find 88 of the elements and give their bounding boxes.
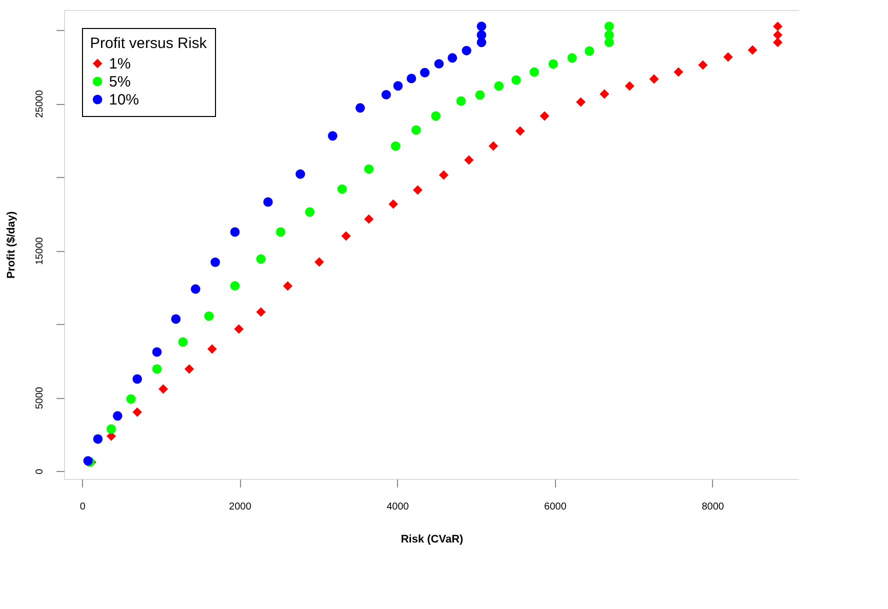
point (649, 74, 659, 84)
point (234, 324, 244, 334)
point (488, 141, 498, 151)
point (411, 125, 421, 135)
point (515, 126, 525, 136)
point (355, 103, 365, 113)
point (412, 185, 422, 195)
y-tick-label: 0 (34, 468, 46, 474)
point (462, 46, 472, 56)
point (282, 281, 292, 291)
point (381, 90, 391, 100)
x-axis-title: Risk (CVaR) (400, 534, 464, 546)
point (210, 258, 220, 268)
point (772, 22, 782, 32)
point (207, 344, 217, 354)
point (448, 53, 458, 63)
point (93, 434, 103, 444)
point (406, 74, 416, 84)
legend-label: 5% (109, 74, 131, 90)
point (584, 46, 594, 56)
point (341, 231, 351, 241)
point (698, 60, 708, 70)
point (674, 67, 684, 77)
point (393, 81, 403, 91)
y-axis-title: Profit ($/day) (6, 211, 18, 279)
point (337, 184, 347, 194)
point (171, 314, 181, 324)
point (476, 22, 486, 32)
point (388, 199, 398, 209)
legend-label: 1% (109, 56, 131, 72)
point (152, 364, 162, 374)
point (600, 89, 610, 99)
point (184, 364, 194, 374)
point (263, 197, 273, 207)
point (158, 384, 168, 394)
x-tick-label: 2000 (229, 502, 252, 512)
point (511, 75, 521, 85)
point (328, 131, 338, 141)
point (772, 38, 782, 48)
point (364, 214, 374, 224)
legend-label: 10% (109, 92, 140, 108)
x-tick-label: 8000 (702, 502, 724, 512)
point (364, 164, 374, 174)
point (548, 59, 558, 69)
point (476, 30, 486, 40)
y-tick-label: 5000 (34, 386, 46, 410)
x-tick-label: 0 (80, 502, 86, 512)
point (540, 111, 550, 121)
x-tick-label: 6000 (544, 502, 567, 512)
point (390, 141, 400, 151)
point (604, 30, 614, 40)
point (256, 307, 266, 317)
y-tick-label: 15000 (34, 236, 46, 265)
point (152, 347, 162, 357)
x-tick-label: 4000 (386, 502, 410, 512)
point (305, 207, 315, 217)
point (748, 45, 758, 55)
point (256, 254, 266, 264)
point (204, 311, 214, 321)
point (106, 424, 116, 434)
point (296, 169, 306, 179)
point (132, 374, 142, 384)
point (494, 81, 504, 91)
point (530, 67, 540, 77)
point (178, 337, 188, 347)
point (126, 394, 136, 404)
y-tick-label: 25000 (34, 90, 46, 118)
point (276, 227, 286, 237)
point (438, 170, 448, 180)
point (314, 257, 324, 267)
point (132, 407, 142, 417)
point (576, 97, 586, 107)
point (431, 111, 441, 121)
point (456, 96, 466, 106)
point (624, 81, 634, 91)
point (190, 284, 200, 294)
point (230, 281, 240, 291)
point (420, 68, 430, 78)
point (434, 59, 444, 69)
legend-title: Profit versus Risk (90, 35, 208, 52)
point (604, 22, 614, 32)
point (723, 52, 733, 62)
point (112, 411, 122, 421)
point (464, 155, 474, 165)
point (475, 90, 485, 100)
point (772, 30, 782, 40)
point (230, 227, 240, 237)
point (567, 53, 577, 63)
